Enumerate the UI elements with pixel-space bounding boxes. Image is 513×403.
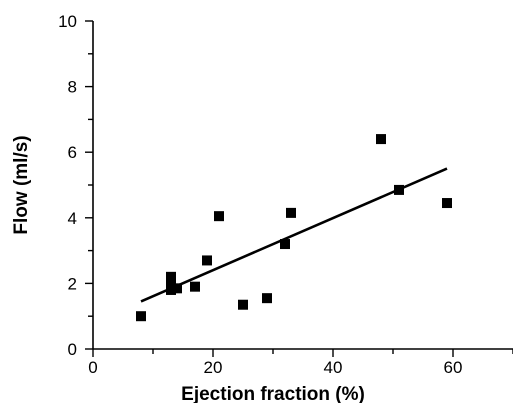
x-tick-label: 20 <box>204 358 223 377</box>
y-tick-label: 4 <box>68 209 77 228</box>
data-point <box>166 276 176 287</box>
data-point <box>442 198 452 209</box>
data-point <box>202 255 212 266</box>
data-point <box>136 311 146 322</box>
y-axis-title: Flow (ml/s) <box>11 135 32 234</box>
ticks <box>85 20 513 357</box>
axes <box>92 21 513 350</box>
y-tick-label: 10 <box>58 12 77 31</box>
y-tick-label: 2 <box>68 274 77 293</box>
data-point <box>172 283 182 294</box>
x-tick-label: 40 <box>324 358 343 377</box>
data-point <box>190 281 200 292</box>
x-tick-label: 60 <box>444 358 463 377</box>
tick-labels: 0 20 40 60 0 2 4 6 8 10 <box>58 12 462 377</box>
x-axis-title: Ejection fraction (%) <box>181 384 365 403</box>
data-point <box>262 293 272 304</box>
data-point <box>376 134 386 145</box>
data-point <box>238 299 248 310</box>
data-point <box>286 207 296 218</box>
data-point <box>394 184 404 195</box>
y-tick-label: 6 <box>68 143 77 162</box>
x-tick-label: 0 <box>88 358 97 377</box>
y-tick-label: 8 <box>68 78 77 97</box>
y-tick-label: 0 <box>68 340 77 359</box>
data-point <box>280 239 290 250</box>
data-points <box>136 134 452 322</box>
data-point <box>214 211 224 222</box>
data-point <box>166 284 176 295</box>
